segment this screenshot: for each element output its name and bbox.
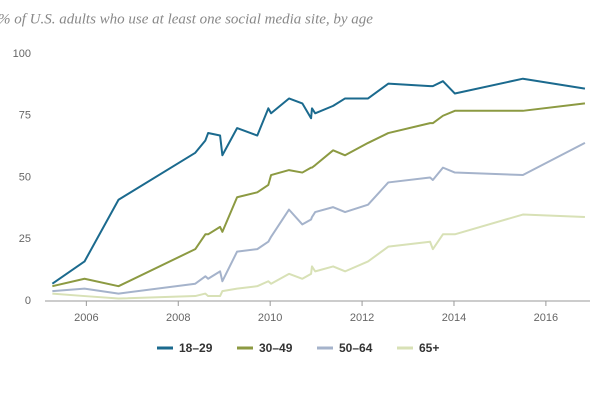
series-line xyxy=(52,142,586,295)
legend-label: 50–64 xyxy=(339,341,373,355)
x-tick-label: 2008 xyxy=(166,312,190,324)
y-tick-label: 100 xyxy=(13,48,31,60)
series-line xyxy=(52,213,585,300)
series-line xyxy=(52,102,586,288)
y-tick-label: 25 xyxy=(19,233,31,245)
legend-label: 30–49 xyxy=(259,341,293,355)
y-tick-label: 75 xyxy=(19,110,31,122)
x-tick-label: 2006 xyxy=(74,312,98,324)
x-tick-label: 2016 xyxy=(534,312,558,324)
chart-title: % of U.S. adults who use at least one so… xyxy=(0,11,373,27)
legend-label: 18–29 xyxy=(179,341,213,355)
series-line xyxy=(51,77,586,285)
x-tick-label: 2012 xyxy=(350,312,374,324)
y-tick-label: 50 xyxy=(19,171,31,183)
y-tick-label: 0 xyxy=(25,295,31,307)
x-tick-label: 2014 xyxy=(442,312,466,324)
x-tick-label: 2010 xyxy=(258,312,282,324)
legend-label: 65+ xyxy=(419,341,439,355)
